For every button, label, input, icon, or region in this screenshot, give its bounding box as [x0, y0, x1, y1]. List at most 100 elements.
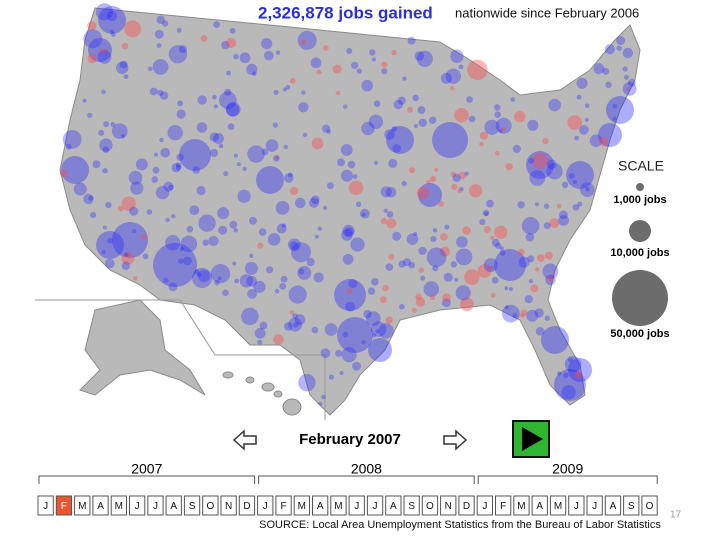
- month-label[interactable]: M: [298, 501, 306, 512]
- month-label[interactable]: A: [610, 501, 617, 512]
- month-label[interactable]: F: [500, 501, 506, 512]
- month-label[interactable]: A: [536, 501, 543, 512]
- month-label[interactable]: J: [354, 501, 359, 512]
- month-label[interactable]: J: [135, 501, 140, 512]
- month-label[interactable]: J: [592, 501, 597, 512]
- month-label[interactable]: M: [517, 501, 525, 512]
- month-box[interactable]: [312, 495, 329, 516]
- month-box[interactable]: [513, 495, 530, 516]
- job-bubble: [434, 167, 439, 172]
- month-box[interactable]: [202, 495, 219, 516]
- month-box[interactable]: [403, 495, 420, 516]
- month-box[interactable]: [238, 495, 256, 516]
- month-box[interactable]: [37, 495, 54, 516]
- month-label[interactable]: O: [646, 501, 654, 512]
- month-label[interactable]: F: [280, 501, 286, 512]
- job-bubble: [233, 53, 239, 60]
- job-bubble: [416, 186, 430, 200]
- job-bubble: [342, 253, 354, 265]
- job-bubble: [361, 340, 366, 345]
- next-button[interactable]: [443, 429, 468, 451]
- job-bubble: [521, 217, 540, 235]
- job-bubble: [298, 268, 305, 275]
- month-box[interactable]: [165, 495, 182, 516]
- month-box[interactable]: [421, 495, 439, 516]
- month-box[interactable]: [110, 495, 127, 516]
- month-label[interactable]: J: [373, 501, 378, 512]
- job-bubble: [159, 91, 169, 100]
- month-label[interactable]: J: [263, 501, 268, 512]
- month-label[interactable]: D: [243, 501, 250, 512]
- job-bubble: [292, 313, 298, 319]
- month-label[interactable]: M: [334, 501, 342, 512]
- job-bubble: [432, 228, 438, 233]
- prev-button[interactable]: [232, 429, 257, 451]
- month-box[interactable]: [257, 495, 274, 516]
- job-bubble: [544, 251, 553, 260]
- month-box[interactable]: [92, 495, 109, 516]
- month-label[interactable]: A: [97, 501, 104, 512]
- month-label[interactable]: M: [78, 501, 86, 512]
- job-bubble: [386, 218, 397, 229]
- month-box[interactable]: [604, 495, 622, 516]
- month-label[interactable]: A: [170, 501, 177, 512]
- job-bubble: [622, 47, 634, 59]
- month-box[interactable]: [623, 495, 640, 516]
- month-label[interactable]: N: [225, 501, 232, 512]
- month-box[interactable]: [129, 495, 146, 516]
- scale-circle: [636, 183, 644, 191]
- month-label[interactable]: M: [115, 501, 123, 512]
- month-label[interactable]: J: [153, 501, 158, 512]
- month-box[interactable]: [330, 495, 347, 516]
- month-box[interactable]: [366, 495, 384, 516]
- month-box[interactable]: [275, 495, 292, 516]
- job-bubble: [451, 183, 458, 190]
- job-bubble: [456, 236, 468, 248]
- job-bubble: [111, 123, 128, 139]
- month-box[interactable]: [183, 495, 201, 516]
- month-box[interactable]: [440, 495, 457, 516]
- month-label[interactable]: J: [43, 501, 48, 512]
- job-bubble: [289, 77, 296, 84]
- job-bubble: [508, 287, 513, 291]
- job-bubble: [284, 173, 294, 183]
- month-box[interactable]: [385, 495, 402, 516]
- month-box[interactable]: [220, 495, 237, 516]
- month-box[interactable]: [495, 495, 512, 516]
- job-bubble: [486, 199, 494, 208]
- month-box[interactable]: [568, 495, 585, 516]
- month-box[interactable]: [348, 495, 365, 516]
- month-label[interactable]: M: [554, 501, 562, 512]
- month-box[interactable]: [293, 495, 311, 516]
- job-bubble: [275, 50, 281, 55]
- month-label[interactable]: J: [574, 501, 579, 512]
- month-box[interactable]: [531, 495, 548, 516]
- month-label[interactable]: D: [463, 501, 470, 512]
- month-box[interactable]: [55, 495, 73, 516]
- month-box[interactable]: [641, 495, 658, 516]
- month-box[interactable]: [147, 495, 164, 516]
- month-label[interactable]: N: [445, 501, 452, 512]
- job-bubble: [337, 158, 345, 167]
- month-label[interactable]: F: [61, 501, 67, 512]
- job-bubble: [482, 209, 490, 217]
- month-label[interactable]: A: [390, 501, 397, 512]
- play-button[interactable]: [512, 420, 550, 458]
- month-label[interactable]: S: [628, 501, 635, 512]
- job-bubble: [426, 180, 431, 185]
- month-box[interactable]: [549, 495, 567, 516]
- month-box[interactable]: [458, 495, 475, 516]
- job-bubble: [82, 98, 87, 103]
- month-label[interactable]: S: [189, 501, 196, 512]
- month-label[interactable]: O: [206, 501, 214, 512]
- job-bubble: [197, 269, 211, 283]
- month-box[interactable]: [586, 495, 603, 516]
- month-box[interactable]: [74, 495, 91, 516]
- month-label[interactable]: J: [482, 501, 487, 512]
- month-label[interactable]: A: [317, 501, 324, 512]
- month-box[interactable]: [476, 495, 494, 516]
- job-bubble: [318, 401, 323, 406]
- month-label[interactable]: S: [408, 501, 415, 512]
- month-label[interactable]: O: [426, 501, 434, 512]
